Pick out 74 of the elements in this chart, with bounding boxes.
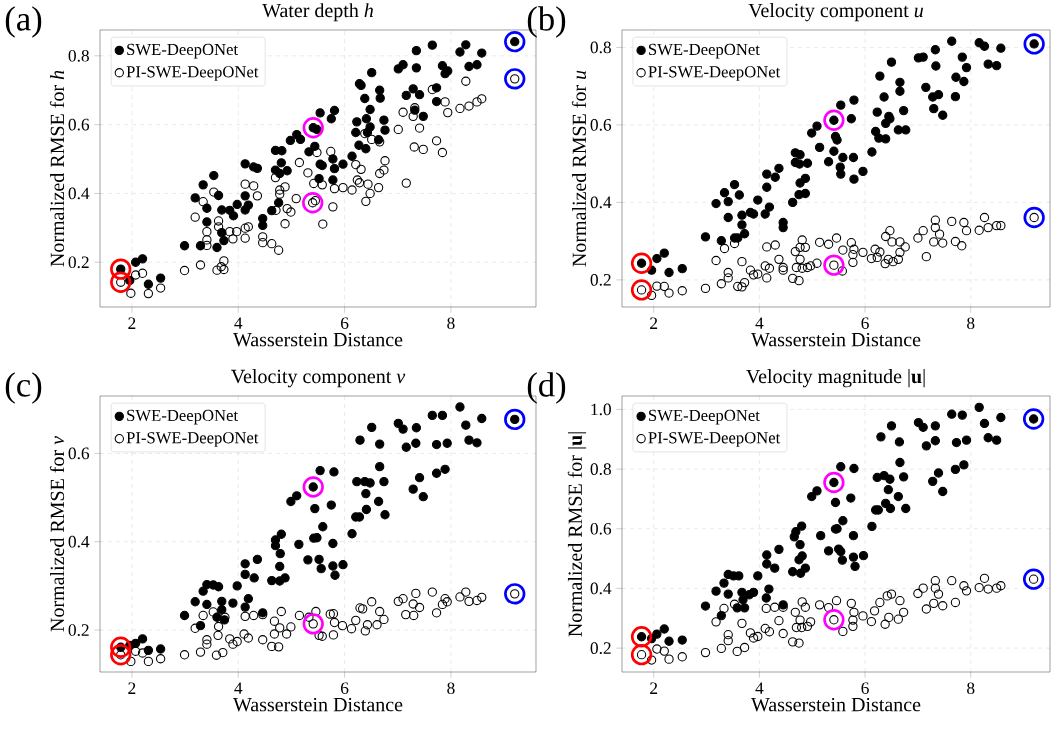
point xyxy=(1023,206,1045,229)
legend-label: PI-SWE-DeepONet xyxy=(648,432,781,447)
x-tick-label: 4 xyxy=(234,682,243,694)
y-tick-label: 0.8 xyxy=(590,41,611,54)
x-axis-title: Wasserstein Distance xyxy=(233,332,403,347)
y-tick-label: 1.0 xyxy=(591,403,611,416)
y-axis-title: Normalized RMSE for v xyxy=(49,435,65,632)
x-tick-label: 2 xyxy=(650,317,658,329)
y-tick-label: 0.8 xyxy=(68,49,89,62)
y-tick-label: 0.2 xyxy=(68,624,89,636)
y-tick-label: 0.4 xyxy=(590,196,612,209)
point xyxy=(504,408,526,431)
x-axis-title: Wasserstein Distance xyxy=(751,697,921,712)
y-tick-label: 0.4 xyxy=(68,187,90,200)
x-tick-label: 6 xyxy=(861,682,869,695)
point xyxy=(110,258,132,280)
x-tick-label: 2 xyxy=(650,682,658,694)
point xyxy=(302,476,324,498)
y-tick-label: 0.6 xyxy=(68,447,90,460)
y-tick-label: 0.2 xyxy=(590,274,611,286)
x-tick-label: 4 xyxy=(755,682,764,694)
y-axis-title: Normalized RMSE for h xyxy=(49,70,65,267)
point xyxy=(1022,568,1045,590)
x-tick-label: 8 xyxy=(447,317,455,330)
point xyxy=(630,626,653,648)
y-tick-label: 0.8 xyxy=(590,463,611,475)
y-tick-label: 0.4 xyxy=(68,535,90,548)
point xyxy=(504,31,526,53)
y-tick-label: 0.6 xyxy=(68,118,90,131)
point xyxy=(110,636,132,658)
y-tick-label: 0.4 xyxy=(590,582,612,595)
point xyxy=(823,609,845,631)
legend-label: SWE-DeepONet xyxy=(127,43,239,59)
y-tick-label: 0.6 xyxy=(590,522,612,535)
chart-title: Water depth h xyxy=(262,3,373,22)
point xyxy=(504,583,526,605)
point xyxy=(1022,408,1045,430)
y-tick-label: 0.2 xyxy=(68,256,89,269)
text: (c) xyxy=(5,372,42,404)
x-tick-label: 4 xyxy=(755,317,764,329)
y-axis-title: Normalized RMSE for |u| xyxy=(567,432,587,637)
x-tick-label: 8 xyxy=(967,682,975,695)
y-tick-label: 0.2 xyxy=(590,642,611,655)
text: (a) xyxy=(5,6,42,38)
x-tick-label: 2 xyxy=(128,317,136,329)
y-axis-title: Normalized RMSE for u xyxy=(571,70,587,267)
x-tick-label: 8 xyxy=(967,317,975,330)
legend-label: PI-SWE-DeepONet xyxy=(126,66,259,81)
x-tick-label: 8 xyxy=(447,682,455,695)
legend-label: PI-SWE-DeepONet xyxy=(648,66,781,81)
x-tick-label: 4 xyxy=(234,317,243,329)
x-tick-label: 2 xyxy=(128,682,136,694)
point xyxy=(302,192,324,214)
chart-title: Velocity component v xyxy=(231,369,406,388)
point xyxy=(1023,33,1045,55)
x-tick-label: 6 xyxy=(341,682,349,695)
y-tick-label: 0.6 xyxy=(590,119,612,131)
legend-label: SWE-DeepONet xyxy=(649,409,760,425)
point xyxy=(823,471,845,494)
x-tick-label: 6 xyxy=(341,317,349,330)
chart-title: Velocity component u xyxy=(748,3,924,22)
legend-label: SWE-DeepONet xyxy=(649,43,760,59)
x-axis-title: Wasserstein Distance xyxy=(233,697,403,712)
legend-label: SWE-DeepONet xyxy=(127,409,239,425)
x-tick-label: 6 xyxy=(861,317,869,330)
chart-title: Velocity magnitude |u| xyxy=(746,369,925,388)
annotation: (d) xyxy=(527,372,566,404)
point xyxy=(302,117,324,139)
annotation: (b) xyxy=(527,6,566,38)
point xyxy=(504,68,526,90)
x-axis-title: Wasserstein Distance xyxy=(751,332,921,347)
point xyxy=(823,109,845,131)
point xyxy=(823,254,845,276)
legend-label: PI-SWE-DeepONet xyxy=(126,432,259,447)
